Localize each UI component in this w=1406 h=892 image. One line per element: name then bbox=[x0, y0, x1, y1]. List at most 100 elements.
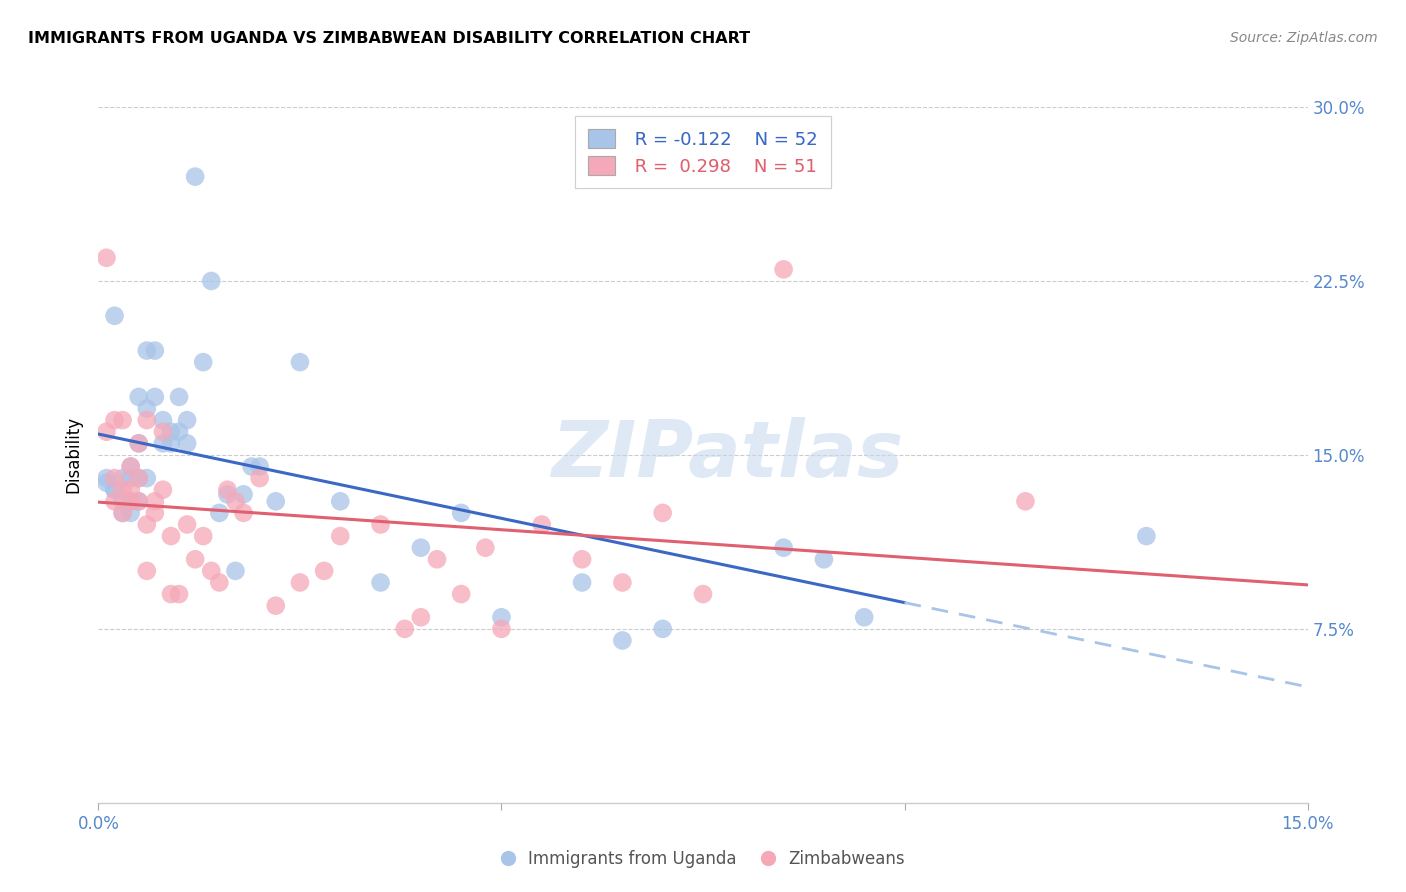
Point bbox=[128, 471, 150, 485]
Point bbox=[249, 471, 271, 485]
Point bbox=[103, 494, 125, 508]
Point bbox=[160, 436, 183, 450]
Point bbox=[450, 587, 472, 601]
Point bbox=[217, 483, 239, 497]
Point bbox=[264, 599, 287, 613]
Point bbox=[651, 622, 673, 636]
Point bbox=[135, 517, 157, 532]
Point bbox=[184, 169, 207, 184]
Point bbox=[152, 425, 174, 439]
Text: Source: ZipAtlas.com: Source: ZipAtlas.com bbox=[1230, 31, 1378, 45]
Point bbox=[1135, 529, 1157, 543]
Point bbox=[111, 471, 134, 485]
Point bbox=[208, 575, 231, 590]
Point bbox=[813, 552, 835, 566]
Point bbox=[692, 587, 714, 601]
Point bbox=[232, 506, 254, 520]
Point bbox=[571, 552, 593, 566]
Point bbox=[120, 483, 142, 497]
Point bbox=[772, 262, 794, 277]
Point bbox=[193, 529, 215, 543]
Point bbox=[96, 471, 118, 485]
Text: ZIPatlas: ZIPatlas bbox=[551, 417, 903, 493]
Point bbox=[120, 459, 142, 474]
Point bbox=[96, 425, 118, 439]
Point bbox=[176, 517, 198, 532]
Point bbox=[128, 436, 150, 450]
Point bbox=[152, 436, 174, 450]
Point bbox=[152, 413, 174, 427]
Point bbox=[143, 506, 166, 520]
Point bbox=[120, 494, 142, 508]
Point bbox=[176, 436, 198, 450]
Point bbox=[128, 436, 150, 450]
Point bbox=[103, 483, 125, 497]
Legend:  R = -0.122    N = 52,  R =  0.298    N = 51: R = -0.122 N = 52, R = 0.298 N = 51 bbox=[575, 116, 831, 188]
Point bbox=[128, 471, 150, 485]
Point bbox=[152, 483, 174, 497]
Point bbox=[612, 633, 634, 648]
Point bbox=[96, 251, 118, 265]
Point bbox=[120, 459, 142, 474]
Point bbox=[394, 622, 416, 636]
Text: IMMIGRANTS FROM UGANDA VS ZIMBABWEAN DISABILITY CORRELATION CHART: IMMIGRANTS FROM UGANDA VS ZIMBABWEAN DIS… bbox=[28, 31, 751, 46]
Point bbox=[160, 529, 183, 543]
Point bbox=[143, 390, 166, 404]
Point bbox=[176, 413, 198, 427]
Point bbox=[1014, 494, 1036, 508]
Point bbox=[143, 494, 166, 508]
Point bbox=[217, 487, 239, 501]
Point bbox=[103, 471, 125, 485]
Point bbox=[128, 494, 150, 508]
Point bbox=[111, 483, 134, 497]
Point bbox=[135, 343, 157, 358]
Point bbox=[167, 587, 190, 601]
Point bbox=[111, 413, 134, 427]
Point bbox=[111, 494, 134, 508]
Point bbox=[853, 610, 876, 624]
Point bbox=[135, 471, 157, 485]
Point bbox=[103, 309, 125, 323]
Point bbox=[111, 506, 134, 520]
Point bbox=[612, 575, 634, 590]
Point bbox=[128, 494, 150, 508]
Point bbox=[200, 564, 222, 578]
Point bbox=[103, 413, 125, 427]
Point bbox=[167, 390, 190, 404]
Point bbox=[370, 517, 392, 532]
Point bbox=[111, 506, 134, 520]
Point bbox=[193, 355, 215, 369]
Point bbox=[288, 575, 311, 590]
Point bbox=[571, 575, 593, 590]
Point bbox=[329, 529, 352, 543]
Point bbox=[135, 564, 157, 578]
Point bbox=[491, 610, 513, 624]
Point bbox=[249, 459, 271, 474]
Point bbox=[184, 552, 207, 566]
Point bbox=[288, 355, 311, 369]
Point bbox=[208, 506, 231, 520]
Point bbox=[314, 564, 336, 578]
Point bbox=[224, 494, 246, 508]
Point bbox=[772, 541, 794, 555]
Point bbox=[264, 494, 287, 508]
Point bbox=[200, 274, 222, 288]
Point bbox=[128, 390, 150, 404]
Point bbox=[651, 506, 673, 520]
Point bbox=[474, 541, 496, 555]
Point bbox=[530, 517, 553, 532]
Point bbox=[135, 413, 157, 427]
Point bbox=[329, 494, 352, 508]
Point bbox=[232, 487, 254, 501]
Point bbox=[120, 506, 142, 520]
Point bbox=[426, 552, 449, 566]
Point bbox=[96, 475, 118, 490]
Point bbox=[491, 622, 513, 636]
Point bbox=[409, 541, 432, 555]
Point bbox=[143, 343, 166, 358]
Point bbox=[135, 401, 157, 416]
Point bbox=[120, 471, 142, 485]
Point bbox=[450, 506, 472, 520]
Y-axis label: Disability: Disability bbox=[65, 417, 83, 493]
Point bbox=[224, 564, 246, 578]
